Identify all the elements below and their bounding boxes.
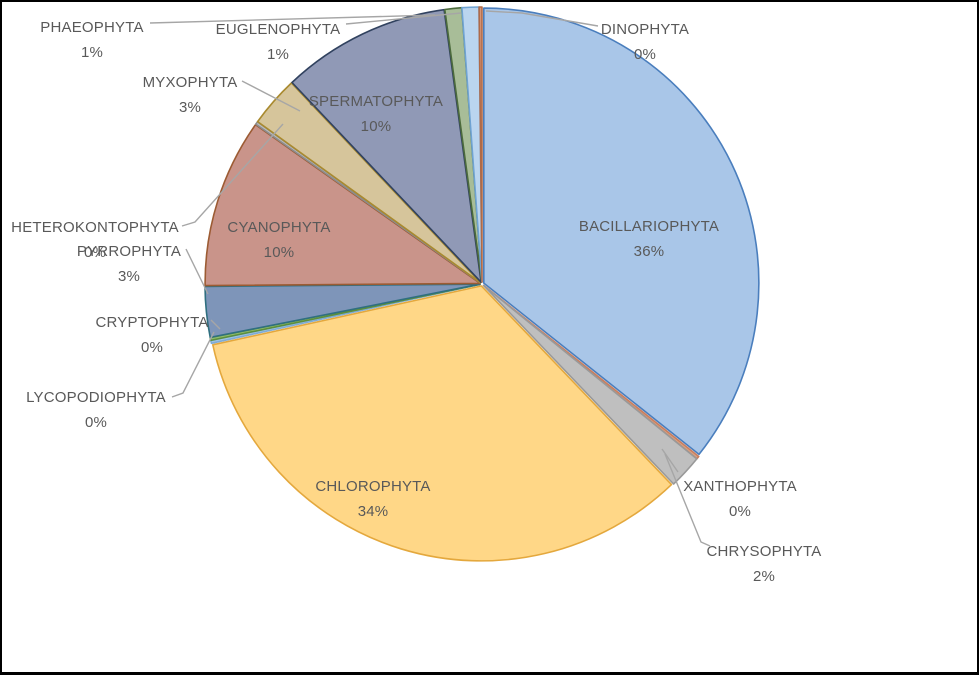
pie-label-dinophyta: DINOPHYTA 0% — [601, 17, 689, 67]
pie-label-name: MYXOPHYTA — [142, 74, 238, 91]
pie-label-bacillariophyta: BACILLARIOPHYTA 36% — [579, 214, 719, 264]
leader-lines — [149, 10, 711, 547]
pie-label-lycopodiophyta: LYCOPODIOPHYTA 0% — [26, 385, 166, 435]
pie-label-name: CHRYSOPHYTA — [706, 543, 822, 560]
pie-label-percent: 10% — [263, 244, 295, 261]
pie-label-percent: 1% — [266, 46, 290, 63]
pie-label-name: PYRROPHYTA — [76, 243, 182, 260]
pie-label-percent: 0% — [633, 46, 657, 63]
leader-line-xanthophyta — [661, 448, 679, 473]
pie-label-name: EUGLENOPHYTA — [215, 21, 341, 38]
pie-label-name: PHAEOPHYTA — [40, 19, 144, 36]
pie-label-name: XANTHOPHYTA — [683, 478, 797, 495]
pie-label-percent: 0% — [83, 244, 107, 261]
pie-label-percent: 36% — [633, 243, 665, 260]
pie-label-percent: 1% — [80, 44, 104, 61]
pie-slice-spermatophyta — [291, 8, 482, 283]
pie-label-chlorophyta: CHLOROPHYTA 34% — [315, 474, 430, 524]
pie-label-heterokontophyta: HETEROKONTOPHYTA 0% — [11, 215, 179, 265]
leader-line-heterokontophyta — [181, 123, 284, 227]
pie-slice-cyanophyta — [204, 123, 481, 287]
pie-label-myxophyta: MYXOPHYTA 3% — [143, 70, 238, 120]
pie-slice-dinophyta — [478, 6, 483, 283]
pie-label-name: CRYPTOPHYTA — [95, 314, 209, 331]
pie-label-name: CHLOROPHYTA — [315, 478, 431, 495]
leader-line-euglenophyta — [345, 12, 462, 25]
pie-label-name: CYANOPHYTA — [227, 219, 331, 236]
pie-label-phaeophyta: PHAEOPHYTA 1% — [40, 15, 143, 65]
pie-label-spermatophyta: SPERMATOPHYTA 10% — [309, 89, 443, 139]
pie-label-name: HETEROKONTOPHYTA — [11, 219, 179, 236]
pie-label-percent: 2% — [752, 568, 776, 585]
pie-label-percent: 10% — [360, 118, 392, 135]
pie-label-cyanophyta: CYANOPHYTA 10% — [227, 215, 330, 265]
pie-label-pyrrophyta: PYRROPHYTA 3% — [77, 239, 181, 289]
pie-label-name: DINOPHYTA — [600, 21, 690, 38]
pie-label-name: LYCOPODIOPHYTA — [26, 389, 166, 406]
pie-slice-chrysophyta — [482, 284, 698, 485]
leader-line-pyrrophyta — [185, 248, 209, 295]
pie-label-percent: 3% — [178, 99, 202, 116]
leader-line-cryptophyta — [210, 319, 221, 330]
pie-slices — [204, 6, 760, 562]
leader-line-phaeophyta — [149, 14, 436, 24]
pie-label-xanthophyta: XANTHOPHYTA 0% — [683, 474, 797, 524]
pie-label-percent: 0% — [140, 339, 164, 356]
pie-label-percent: 3% — [117, 268, 141, 285]
leader-line-chrysophyta — [664, 453, 711, 547]
pie-slice-chlorophyta — [212, 285, 673, 562]
leader-line-myxophyta — [241, 80, 301, 112]
leader-line-dinophyta — [485, 10, 599, 27]
pie-label-percent: 0% — [84, 414, 108, 431]
leader-line-lycopodiophyta — [171, 331, 215, 398]
pie-label-euglenophyta: EUGLENOPHYTA 1% — [216, 17, 341, 67]
pie-label-percent: 34% — [357, 503, 389, 520]
pie-label-chrysophyta: CHRYSOPHYTA 2% — [706, 539, 821, 589]
pie-label-name: SPERMATOPHYTA — [308, 93, 444, 110]
pie-label-cryptophyta: CRYPTOPHYTA 0% — [95, 310, 208, 360]
pie-label-name: BACILLARIOPHYTA — [578, 218, 720, 235]
pie-label-percent: 0% — [728, 503, 752, 520]
